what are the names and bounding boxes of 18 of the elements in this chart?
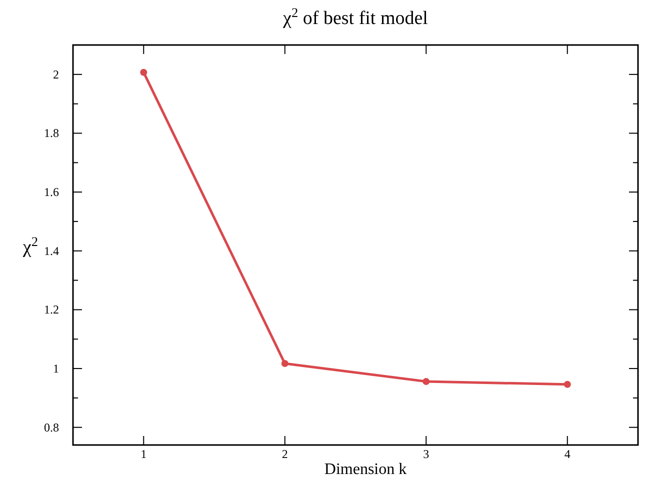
x-tick-label: 4 xyxy=(564,447,570,461)
x-tick-label: 1 xyxy=(140,447,147,461)
chart-title: χ$^{2}$ of best fit model xyxy=(282,4,428,29)
y-tick-label: 1.8 xyxy=(44,126,59,140)
y-tick-label: 1.4 xyxy=(44,244,59,258)
y-tick-label: 1 xyxy=(53,362,59,376)
x-axis-title: Dimension k xyxy=(324,461,407,478)
x-tick-label: 3 xyxy=(423,447,430,461)
point xyxy=(281,360,288,368)
x-tick-label: 2 xyxy=(282,447,288,461)
y-tick-label: 1.6 xyxy=(44,185,59,200)
point xyxy=(564,380,571,388)
y-tick-label: 0.8 xyxy=(44,420,59,434)
y-axis-title: χ$^{2}$ xyxy=(22,234,38,258)
point xyxy=(140,68,148,76)
y-tick-label: 1.2 xyxy=(44,302,59,317)
point xyxy=(422,378,430,385)
y-tick-label: 2 xyxy=(53,67,59,82)
